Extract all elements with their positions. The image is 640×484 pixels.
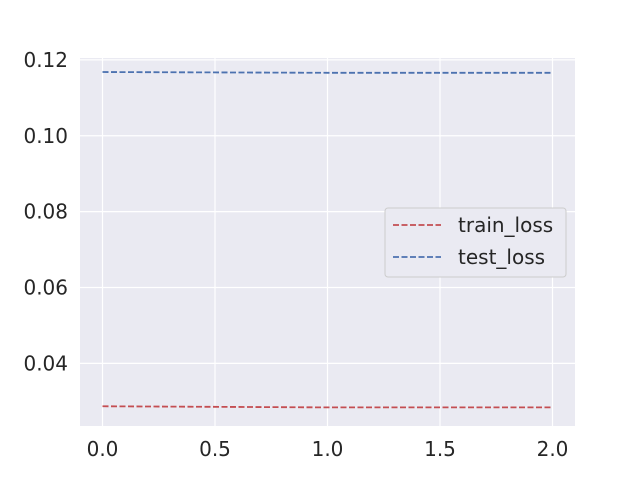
legend: train_loss test_loss: [384, 207, 567, 278]
tick-labels: 0.0 0.5 1.0 1.5 2.0 0.04 0.06 0.08 0.10 0.12: [23, 48, 568, 461]
y-tick-label-2: 0.08: [23, 200, 68, 224]
series-line-test-loss: [102, 71, 553, 74]
series-lines: [102, 71, 553, 409]
y-tick-label-0: 0.04: [23, 351, 68, 375]
series-line-train-loss: [102, 405, 553, 409]
legend-label-test-loss: test_loss: [458, 245, 545, 269]
legend-label-train-loss: train_loss: [458, 213, 553, 237]
y-tick-label-4: 0.12: [23, 48, 68, 72]
y-tick-label-3: 0.10: [23, 124, 68, 148]
x-tick-label-0: 0.0: [87, 437, 119, 461]
x-tick-label-3: 1.5: [424, 437, 456, 461]
grid: [80, 58, 575, 426]
y-tick-label-1: 0.06: [23, 276, 68, 300]
x-tick-label-1: 0.5: [199, 437, 231, 461]
x-tick-label-2: 1.0: [312, 437, 344, 461]
x-tick-label-4: 2.0: [537, 437, 569, 461]
